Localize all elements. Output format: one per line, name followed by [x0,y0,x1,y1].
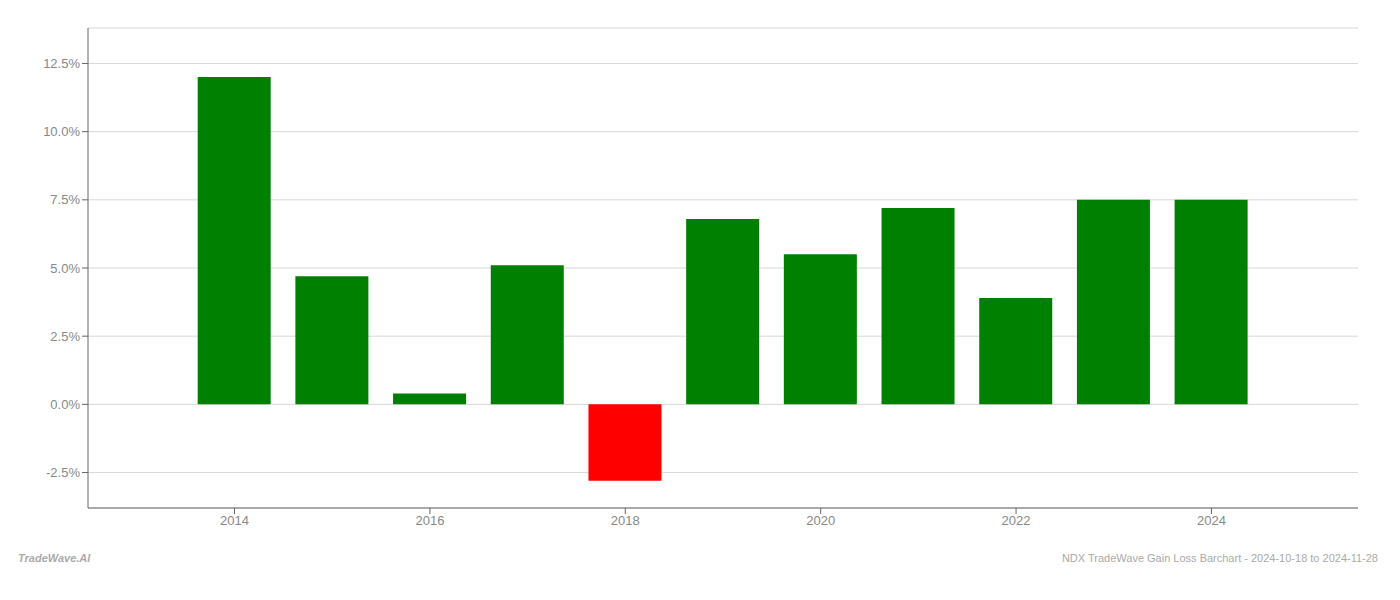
svg-text:2022: 2022 [1002,513,1031,528]
svg-text:10.0%: 10.0% [43,124,80,139]
svg-text:-2.5%: -2.5% [46,465,80,480]
svg-text:2020: 2020 [806,513,835,528]
svg-text:2014: 2014 [220,513,249,528]
svg-text:7.5%: 7.5% [50,192,80,207]
svg-text:2016: 2016 [415,513,444,528]
svg-text:0.0%: 0.0% [50,397,80,412]
svg-text:2024: 2024 [1197,513,1226,528]
html-text:TradeWave.AI: TradeWave.AI [18,552,91,564]
svg-text:2018: 2018 [611,513,640,528]
svg-text:12.5%: 12.5% [43,56,80,71]
html-text:NDX TradeWave Gain Loss Barcha: NDX TradeWave Gain Loss Barchart - 2024-… [1061,552,1378,564]
svg-text:2.5%: 2.5% [50,329,80,344]
svg-text:5.0%: 5.0% [50,261,80,276]
